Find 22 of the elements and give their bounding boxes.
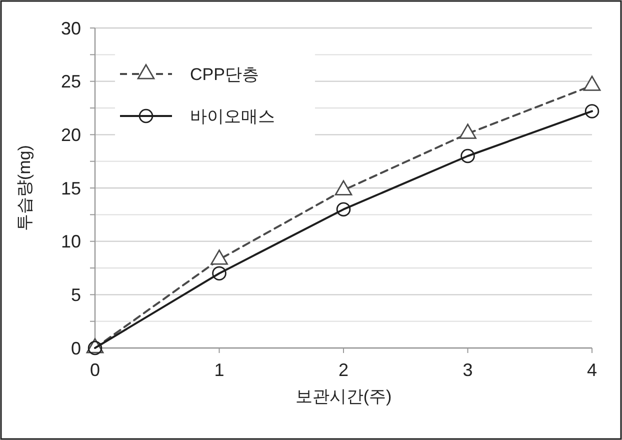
point bbox=[459, 124, 476, 139]
x-tick-label: 3 bbox=[462, 360, 473, 380]
x-axis-title: 보관시간(주) bbox=[295, 387, 392, 406]
point bbox=[212, 266, 226, 280]
y-tick-label: 5 bbox=[70, 284, 81, 305]
y-tick-label: 20 bbox=[60, 124, 81, 145]
legend-label: CPP단층 bbox=[190, 64, 259, 84]
point bbox=[336, 202, 351, 216]
point bbox=[210, 250, 228, 265]
y-tick-label: 25 bbox=[60, 72, 81, 92]
y-tick-label: 10 bbox=[60, 232, 81, 252]
y-tick-label: 30 bbox=[60, 18, 81, 38]
point bbox=[334, 180, 352, 196]
y-tick-label: 15 bbox=[60, 178, 81, 198]
x-tick-label: 2 bbox=[338, 360, 349, 380]
legend-label: 바이오매스 bbox=[190, 106, 275, 126]
y-axis-title: 투습량(mg) bbox=[15, 145, 34, 231]
x-tick-label: 1 bbox=[214, 360, 224, 380]
point bbox=[583, 76, 601, 91]
x-tick-label: 4 bbox=[586, 360, 598, 380]
y-tick-label: 0 bbox=[70, 338, 81, 358]
x-tick-label: 0 bbox=[90, 360, 100, 380]
